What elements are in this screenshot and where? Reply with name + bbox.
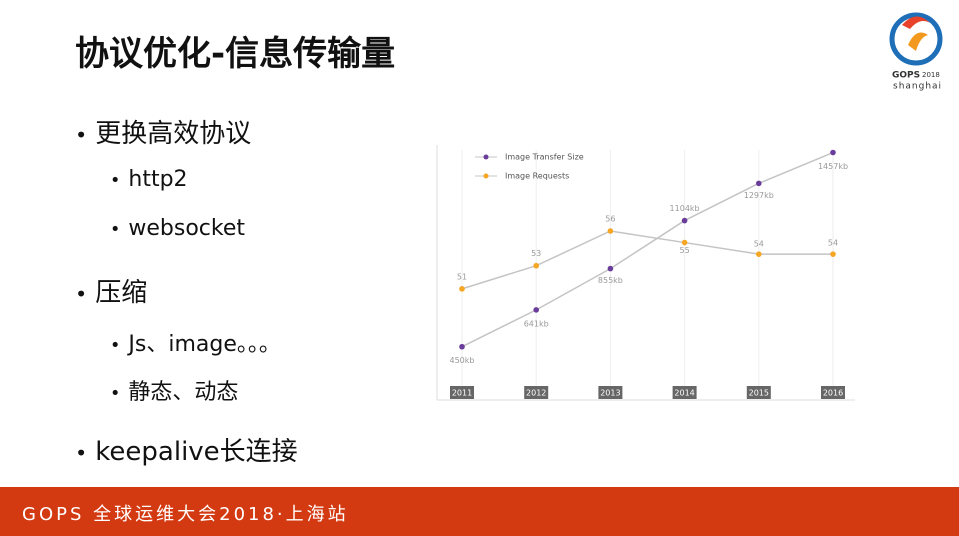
bullet: 更换高效协议 <box>75 113 251 150</box>
data-label: 54 <box>754 240 764 249</box>
legend-label: Image Transfer Size <box>505 153 584 162</box>
sub-bullet: 静态、动态 <box>110 374 238 406</box>
sub-bullet: websocket <box>110 216 245 241</box>
x-tick-box <box>746 386 771 399</box>
data-point <box>756 251 762 257</box>
data-point <box>830 251 836 257</box>
x-tick-label: 2011 <box>452 389 472 398</box>
logo-name: GOPS <box>892 71 920 81</box>
logo-flame <box>902 16 930 29</box>
data-point <box>459 343 465 350</box>
data-point <box>756 180 762 187</box>
logo-city: shanghai <box>893 82 942 92</box>
logo-flame <box>908 32 928 51</box>
data-point <box>533 262 539 269</box>
logo-ring <box>889 12 943 66</box>
data-point <box>681 239 688 246</box>
x-tick-label: 2016 <box>823 389 843 398</box>
x-tick-box <box>821 386 845 399</box>
data-label: 450kb <box>450 356 475 365</box>
data-point <box>459 286 465 292</box>
chart: 2011 2012 2013 2014 2015 2016 450kb 641kb 855kb 1… <box>436 145 855 401</box>
sub-bullet: Js、image。。。 <box>110 326 280 358</box>
data-point <box>681 217 688 224</box>
x-tick-label: 2012 <box>526 389 546 398</box>
data-label: 54 <box>828 239 838 248</box>
footer-text: GOPS 全球运维大会2018·上海站 <box>22 504 349 525</box>
data-point <box>830 149 836 156</box>
x-tick-box <box>598 386 623 399</box>
slide-title: 协议优化-信息传输量 <box>75 34 396 74</box>
legend-marker <box>483 173 489 179</box>
data-label: 56 <box>605 215 615 224</box>
data-label: 1457kb <box>818 162 848 171</box>
series-line <box>461 230 833 290</box>
x-tick-label: 2015 <box>749 389 769 398</box>
x-tick-box <box>524 386 549 399</box>
data-label: 51 <box>457 272 467 281</box>
footer-bar: GOPS 全球运维大会2018·上海站 <box>0 487 959 536</box>
legend-label: Image Requests <box>505 172 569 181</box>
data-label: 1297kb <box>744 191 774 200</box>
data-label: 1104kb <box>670 204 700 213</box>
legend-marker <box>483 154 489 160</box>
bullet: keepalive长连接 <box>75 431 297 468</box>
series-line <box>461 151 834 348</box>
data-point <box>607 265 614 272</box>
x-tick-box <box>672 386 697 399</box>
data-label: 53 <box>531 249 541 258</box>
data-point <box>533 307 539 313</box>
x-tick-box <box>450 386 474 399</box>
bullet: 压缩 <box>75 272 147 309</box>
logo: GOPS 2018 shanghai <box>889 12 943 92</box>
sub-bullet: http2 <box>110 167 187 192</box>
data-label: 855kb <box>598 276 623 285</box>
data-label: 641kb <box>524 319 549 328</box>
logo-year: 2018 <box>922 71 940 79</box>
x-tick-label: 2013 <box>600 389 620 398</box>
data-point <box>607 228 614 234</box>
data-label: 55 <box>680 246 690 255</box>
x-tick-label: 2014 <box>674 389 694 398</box>
